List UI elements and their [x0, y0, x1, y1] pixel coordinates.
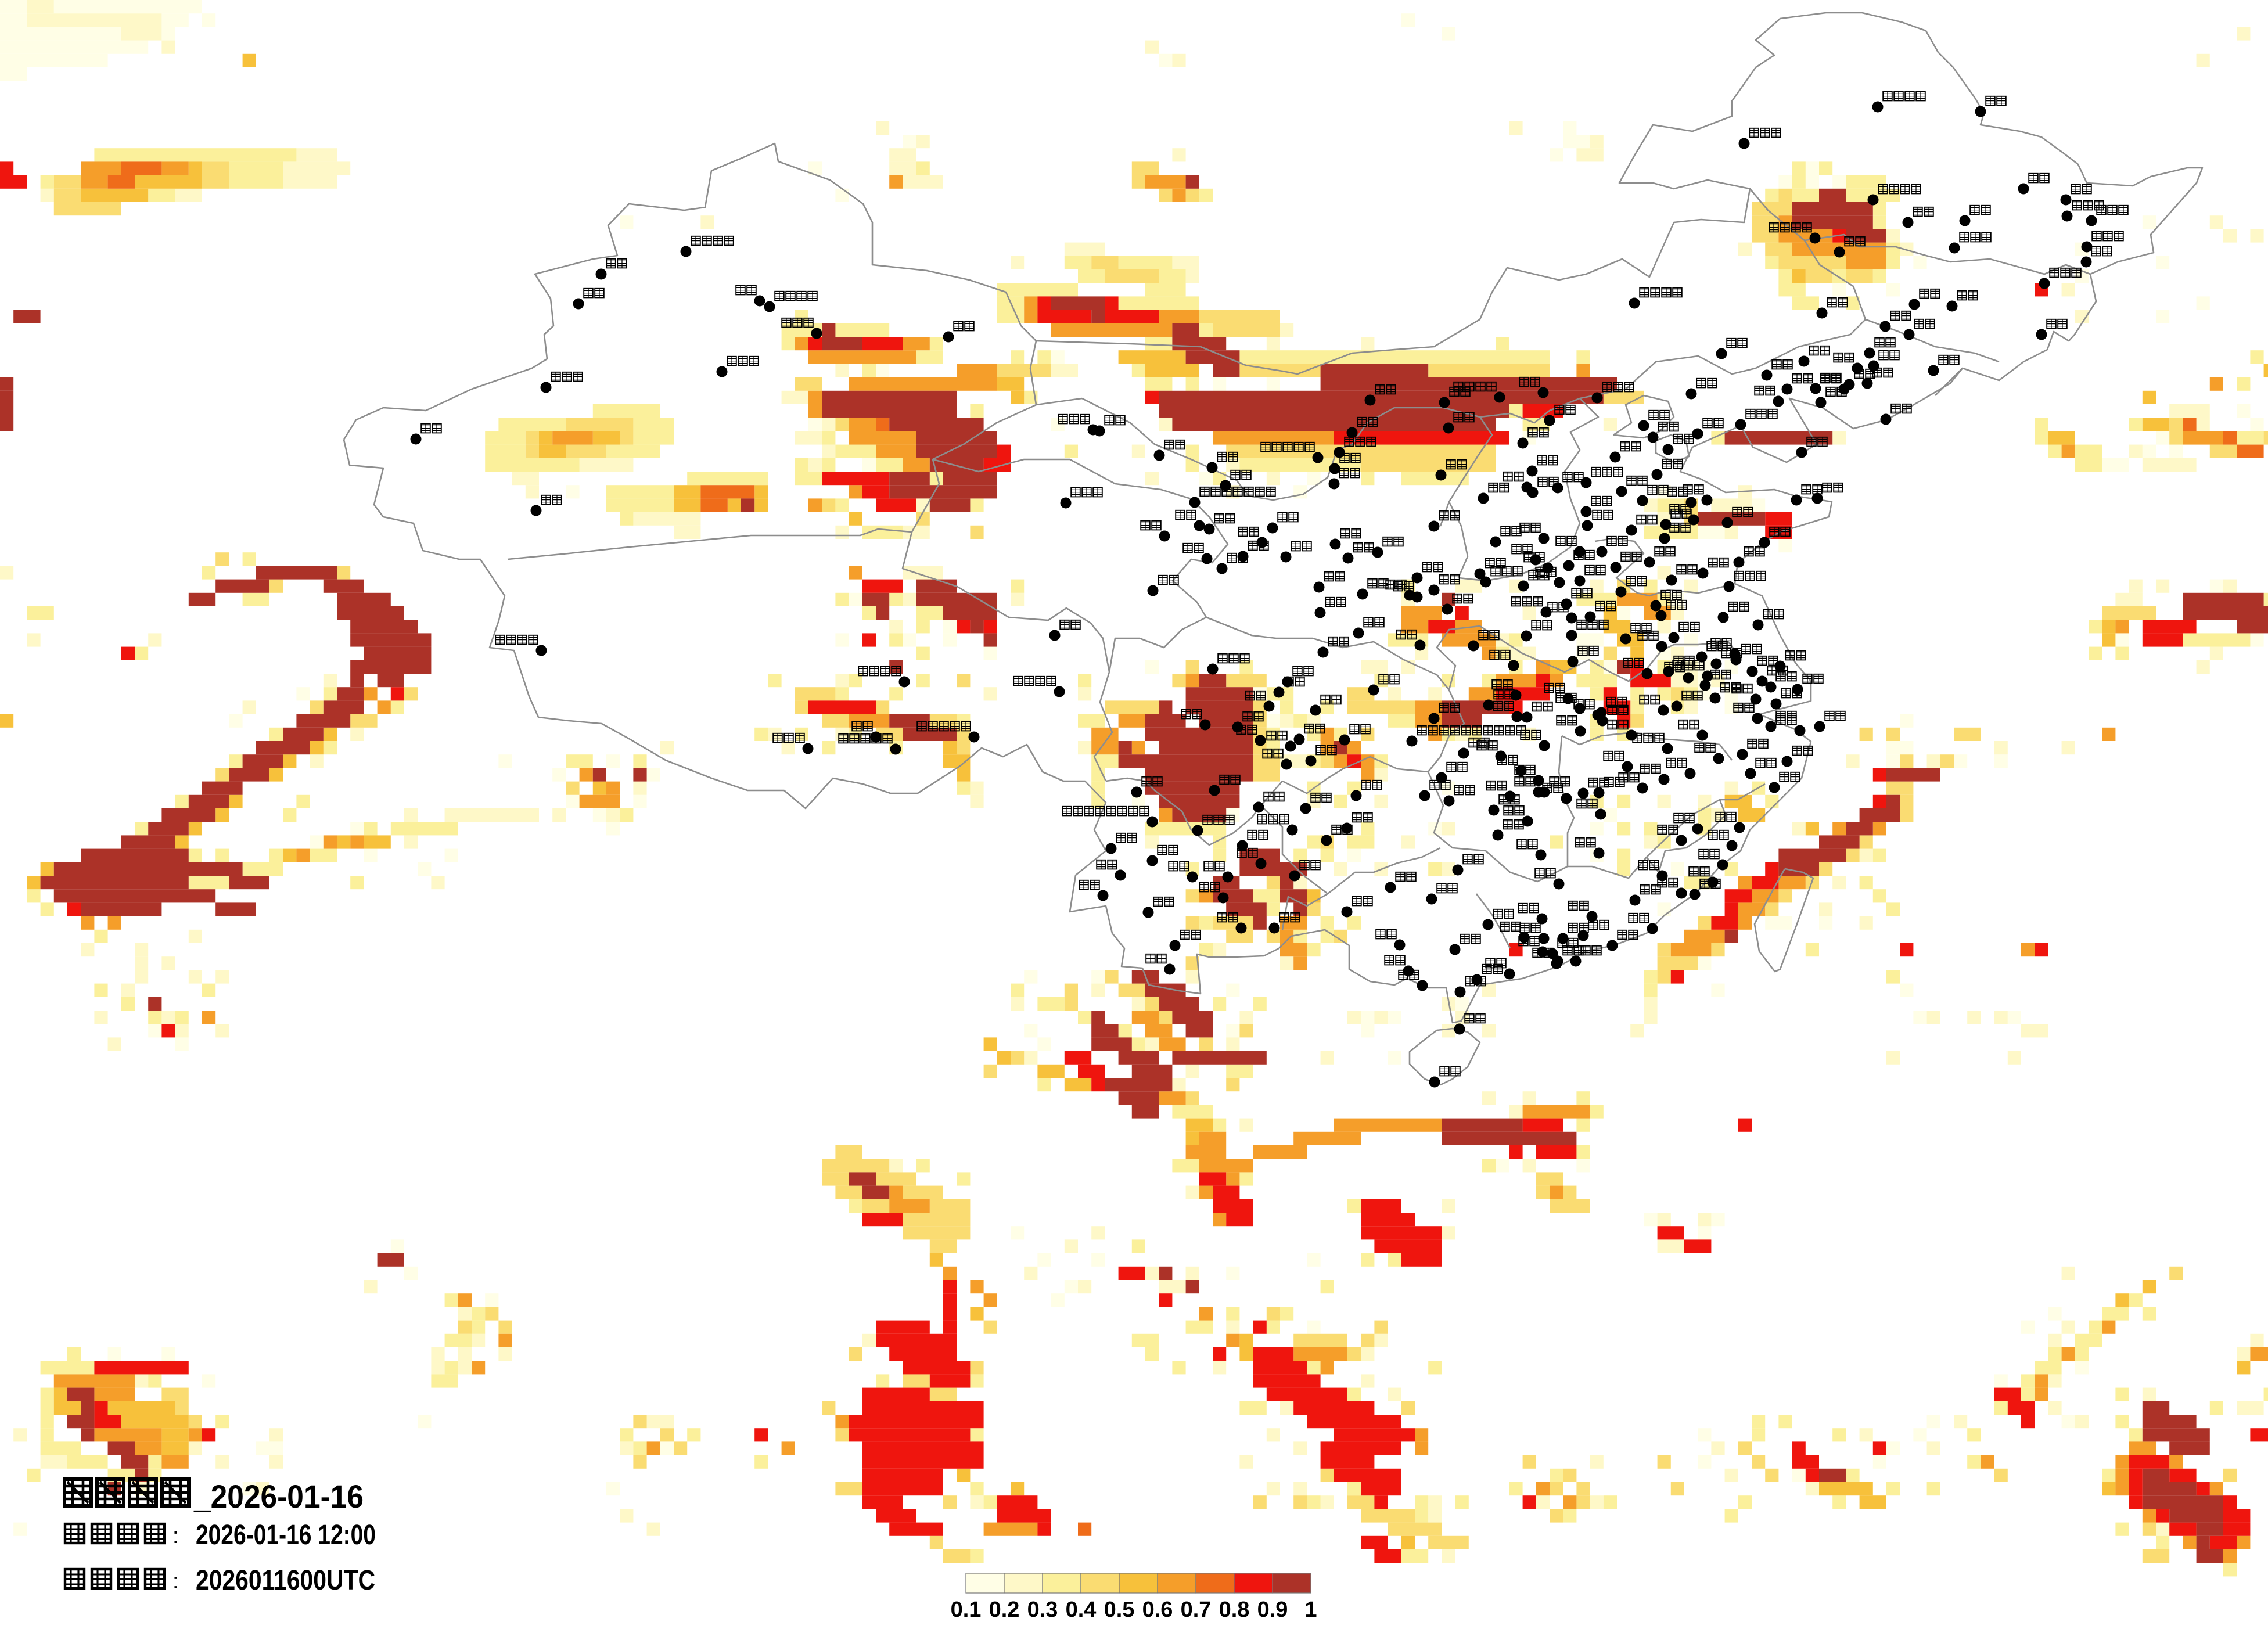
- svg-text::: :: [172, 1569, 179, 1594]
- svg-text:0.4: 0.4: [1066, 1598, 1097, 1622]
- svg-text:0.5: 0.5: [1104, 1598, 1135, 1622]
- svg-text:0.9: 0.9: [1257, 1598, 1288, 1622]
- svg-text::: :: [172, 1524, 179, 1548]
- svg-text:_2026-01-16: _2026-01-16: [193, 1478, 364, 1515]
- svg-text:0.8: 0.8: [1219, 1598, 1250, 1622]
- svg-text:2026011600UTC: 2026011600UTC: [196, 1565, 375, 1596]
- svg-text:0.3: 0.3: [1027, 1598, 1058, 1622]
- svg-text:0.1: 0.1: [951, 1598, 982, 1622]
- svg-text:0.6: 0.6: [1142, 1598, 1173, 1622]
- svg-text:2026-01-16 12:00: 2026-01-16 12:00: [196, 1520, 376, 1551]
- svg-text:0.7: 0.7: [1181, 1598, 1212, 1622]
- svg-text:1: 1: [1304, 1598, 1317, 1622]
- svg-text:0.2: 0.2: [989, 1598, 1020, 1622]
